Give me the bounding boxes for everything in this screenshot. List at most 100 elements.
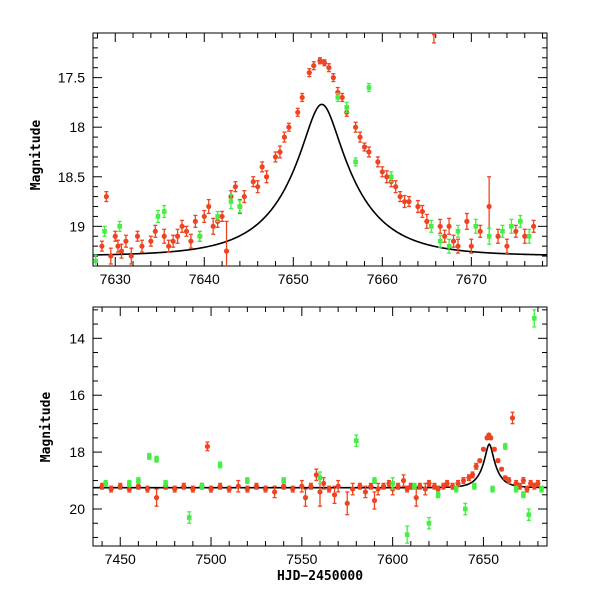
- marker: [330, 75, 336, 81]
- bottom-green-data-point: [245, 477, 250, 485]
- bottom-green-data-point: [390, 477, 395, 490]
- bottom-red-data-point: [208, 485, 214, 493]
- bottom-green-data-point: [472, 482, 477, 490]
- top-red-data-point: [384, 170, 390, 184]
- marker: [490, 486, 495, 492]
- top-green-data-point: [197, 230, 203, 242]
- marker: [217, 462, 223, 468]
- bottom-green-data-point: [404, 525, 410, 544]
- marker: [217, 483, 223, 489]
- bottom-green-data-point: [462, 502, 468, 516]
- marker: [263, 174, 270, 180]
- marker: [290, 486, 296, 492]
- top-red-data-point: [379, 166, 385, 178]
- top-red-data-point: [99, 240, 105, 252]
- marker: [331, 492, 338, 498]
- marker: [509, 224, 514, 229]
- marker: [500, 228, 505, 234]
- marker: [499, 466, 505, 472]
- bottom-green-data-point: [521, 491, 526, 499]
- bottom-red-data-point: [117, 482, 123, 490]
- bottom-red-data-point: [455, 479, 461, 487]
- marker: [99, 243, 105, 249]
- marker: [535, 480, 541, 487]
- top-red-data-point: [295, 107, 301, 117]
- marker: [473, 463, 479, 469]
- marker: [277, 149, 283, 155]
- marker: [472, 483, 477, 489]
- marker: [520, 477, 526, 484]
- marker: [353, 124, 359, 130]
- marker: [531, 223, 537, 229]
- marker: [281, 483, 287, 489]
- top-red-data-point: [431, 33, 437, 44]
- marker: [117, 224, 123, 229]
- marker: [357, 483, 363, 489]
- top-y-axis-title: Magnitude: [29, 120, 44, 191]
- top-green-data-point: [526, 228, 532, 244]
- marker: [419, 208, 425, 215]
- bottom-red-data-point: [302, 488, 309, 507]
- top-green-data-point: [155, 209, 161, 224]
- marker: [462, 506, 468, 512]
- bottom-red-data-point: [290, 485, 296, 493]
- bottom-x-tick-label: 7550: [286, 551, 317, 567]
- bottom-red-data-point: [528, 479, 534, 487]
- bottom-red-data-point: [417, 482, 423, 490]
- top-red-data-point: [522, 228, 528, 244]
- top-red-data-point: [152, 224, 158, 238]
- marker: [488, 435, 494, 441]
- top-red-data-point: [174, 228, 181, 244]
- marker: [128, 253, 134, 259]
- top-x-tick-label: 7630: [100, 271, 131, 287]
- marker: [272, 154, 279, 160]
- marker: [446, 223, 452, 229]
- top-red-data-point: [464, 212, 470, 230]
- marker: [108, 486, 114, 492]
- top-red-data-point: [128, 247, 134, 265]
- bottom-red-data-point: [380, 482, 387, 490]
- top-red-data-point: [361, 142, 368, 152]
- marker: [502, 475, 508, 481]
- top-red-data-point: [504, 238, 510, 254]
- bottom-green-data-point: [317, 471, 323, 485]
- marker: [219, 213, 225, 220]
- top-red-data-point: [486, 176, 492, 237]
- marker: [281, 478, 286, 483]
- marker: [502, 444, 508, 449]
- bottom-green-data-point: [127, 479, 132, 487]
- marker: [380, 483, 387, 489]
- bottom-red-data-point: [350, 482, 356, 496]
- marker: [435, 486, 441, 492]
- marker: [521, 492, 526, 498]
- top-red-data-point: [330, 73, 336, 83]
- marker: [179, 223, 185, 229]
- bottom-red-data-point: [371, 491, 378, 510]
- bottom-red-data-point: [321, 477, 327, 490]
- top-red-data-point: [223, 220, 230, 266]
- marker: [204, 443, 211, 450]
- marker: [368, 483, 374, 489]
- marker: [449, 483, 456, 489]
- top-red-data-point: [513, 224, 519, 238]
- marker: [473, 224, 479, 229]
- marker: [384, 174, 390, 180]
- marker: [464, 218, 470, 224]
- marker: [302, 495, 309, 501]
- top-red-data-point: [259, 161, 265, 173]
- marker: [528, 480, 534, 487]
- marker: [144, 486, 151, 492]
- top-red-data-point: [442, 229, 448, 243]
- marker: [404, 532, 410, 537]
- marker: [326, 65, 332, 71]
- bottom-red-data-point: [520, 477, 526, 485]
- top-red-data-point: [281, 131, 287, 143]
- top-red-data-point: [375, 156, 381, 168]
- marker: [255, 184, 261, 190]
- top-red-data-point: [339, 92, 345, 103]
- marker: [93, 258, 98, 264]
- top-red-data-point: [495, 228, 501, 244]
- marker: [299, 94, 305, 101]
- bottom-green-data-point: [217, 461, 223, 469]
- marker: [139, 243, 145, 249]
